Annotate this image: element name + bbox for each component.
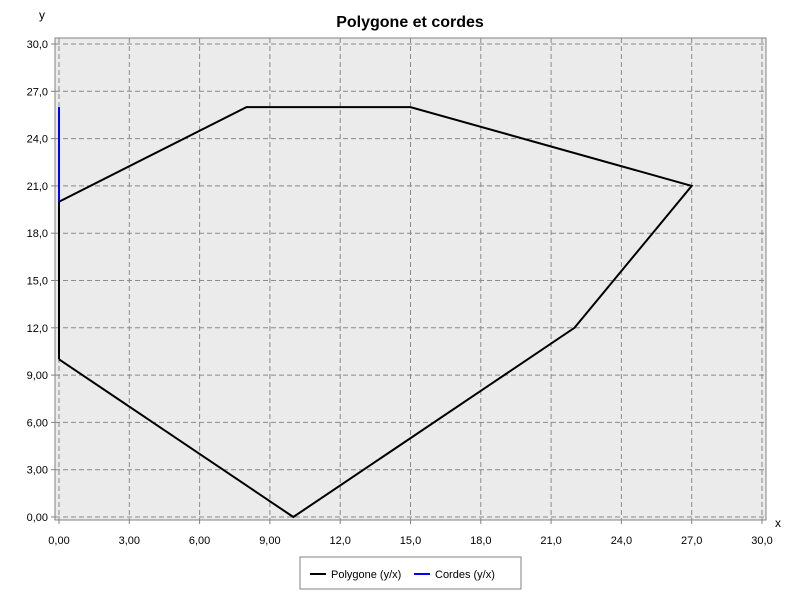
legend-label-polygone: Polygone (y/x): [331, 569, 401, 581]
y-tick-label: 27,0: [27, 86, 48, 98]
y-tick-label: 24,0: [27, 134, 48, 146]
x-tick-label: 18,0: [470, 535, 491, 547]
x-tick-label: 24,0: [611, 535, 632, 547]
x-tick-label: 0,00: [48, 535, 69, 547]
y-tick-label: 30,0: [27, 39, 48, 51]
y-tick-label: 18,0: [27, 228, 48, 240]
x-tick-label: 15,0: [400, 535, 421, 547]
series-line-polygone: [58, 106, 694, 519]
x-tick-label: 9,00: [259, 535, 280, 547]
x-tick-label: 3,00: [119, 535, 140, 547]
y-tick-label: 6,00: [27, 417, 48, 429]
y-tick-label: 12,0: [27, 323, 48, 335]
axis-layer: 0,00 3,00 6,00 9,00 12,0 15,0 18,0 21,0 24,0 27,0…: [27, 39, 773, 547]
grid-layer: [55, 38, 766, 520]
legend: Polygone (y/x) Cordes (y/x): [299, 556, 522, 590]
x-tick-label: 27,0: [681, 535, 702, 547]
y-axis-label: y: [39, 8, 45, 22]
legend-box: [299, 556, 522, 590]
chart-title: Polygone et cordes: [336, 14, 484, 31]
x-tick-label: 30,0: [751, 535, 772, 547]
x-axis-label: x: [775, 516, 781, 530]
y-tick-label: 21,0: [27, 181, 48, 193]
y-tick-label: 15,0: [27, 276, 48, 288]
x-tick-label: 6,00: [189, 535, 210, 547]
y-tick-label: 0,00: [27, 512, 48, 524]
legend-label-cordes: Cordes (y/x): [435, 569, 495, 581]
x-tick-label: 12,0: [329, 535, 350, 547]
series-layer: [58, 106, 694, 519]
y-tick-label: 3,00: [27, 465, 48, 477]
y-tick-label: 9,00: [27, 370, 48, 382]
x-tick-label: 21,0: [540, 535, 561, 547]
